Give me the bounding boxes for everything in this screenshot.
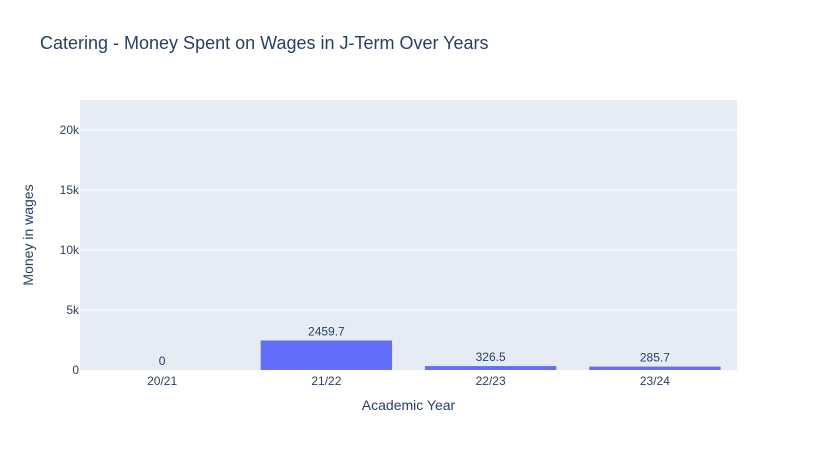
y-tick-label: 0 xyxy=(72,363,79,377)
data-label: 326.5 xyxy=(476,350,506,364)
bars xyxy=(260,340,721,370)
x-axis-ticks: 20/21 21/22 22/23 23/24 xyxy=(147,374,670,388)
y-tick-label: 20k xyxy=(60,123,80,137)
y-tick-label: 5k xyxy=(66,303,80,317)
bar xyxy=(424,366,557,370)
x-tick-label: 23/24 xyxy=(640,374,670,388)
y-tick-label: 15k xyxy=(60,183,80,197)
y-tick-label: 10k xyxy=(60,243,80,257)
x-tick-label: 21/22 xyxy=(311,374,341,388)
y-axis-title: Money in wages xyxy=(20,184,36,285)
data-labels: 0 2459.7 326.5 285.7 xyxy=(159,324,670,368)
y-axis-ticks: 0 5k 10k 15k 20k xyxy=(60,123,80,377)
bar xyxy=(589,366,721,370)
chart-title: Catering - Money Spent on Wages in J-Ter… xyxy=(40,33,489,53)
data-label: 285.7 xyxy=(640,351,670,365)
data-label: 0 xyxy=(159,354,166,368)
x-axis-title: Academic Year xyxy=(362,397,456,413)
gridlines xyxy=(80,129,737,311)
plot-area xyxy=(80,100,737,370)
x-tick-label: 22/23 xyxy=(476,374,506,388)
bar xyxy=(260,340,393,370)
x-tick-label: 20/21 xyxy=(147,374,177,388)
data-label: 2459.7 xyxy=(308,324,345,338)
